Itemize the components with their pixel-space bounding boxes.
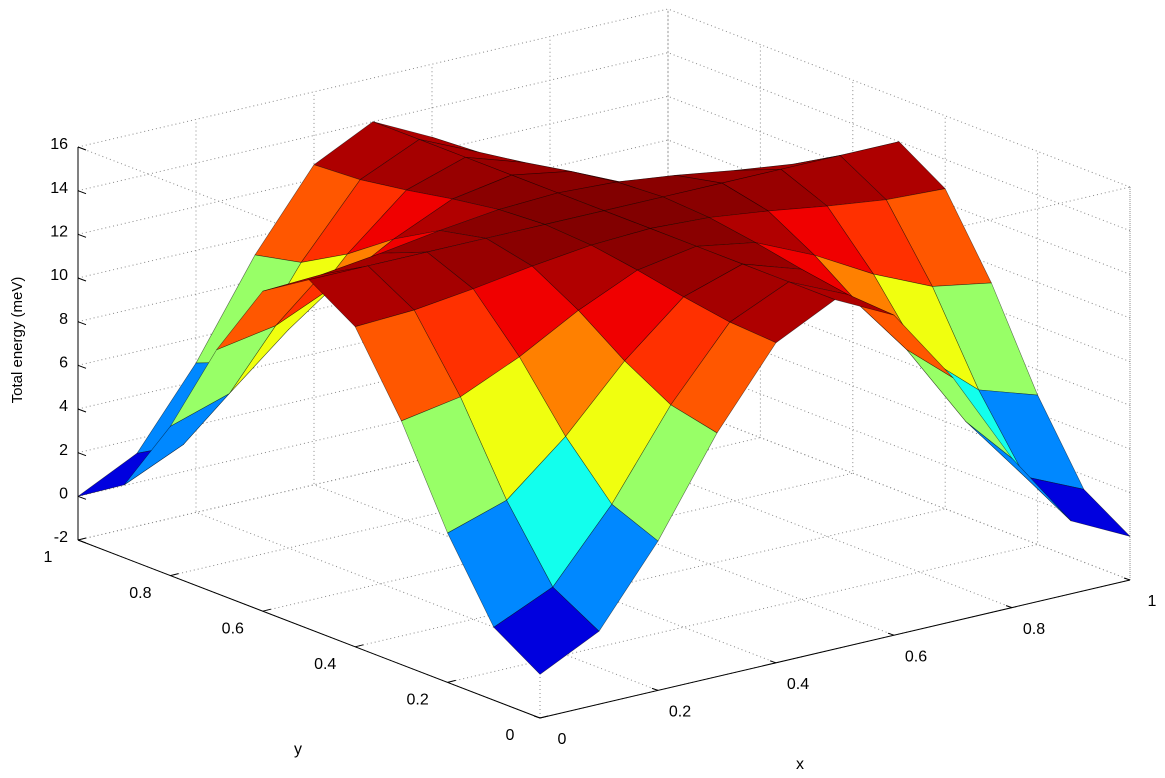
x-tick (651, 687, 659, 691)
y-tick (77, 537, 87, 541)
z-axis-label: Total energy (meV) (9, 277, 26, 404)
z-tick-label: 6 (59, 355, 68, 372)
x-tick (1123, 577, 1131, 581)
x-tick-label: 0.8 (1023, 621, 1045, 638)
x-tick-label: 1 (1148, 593, 1157, 610)
z-tick (77, 146, 87, 151)
x-tick (887, 632, 895, 636)
x-tick-label: 0.6 (905, 648, 927, 665)
z-tick (77, 321, 87, 326)
z-tick (77, 233, 87, 238)
z-tick (77, 364, 87, 369)
y-tick (355, 644, 364, 648)
z-tick-label: 14 (50, 180, 68, 197)
x-tick-label: 0.2 (669, 704, 691, 721)
y-tick (539, 715, 549, 719)
y-tick-label: 0 (506, 727, 515, 744)
z-tick-label: 10 (50, 267, 68, 284)
x-tick (533, 715, 541, 719)
z-tick (77, 452, 87, 457)
y-tick-label: 1 (44, 549, 53, 566)
z-tick (77, 539, 87, 544)
z-tick-label: 8 (59, 311, 68, 328)
x-tick-label: 0 (558, 731, 567, 748)
z-tick-label: 4 (59, 398, 68, 415)
y-tick-label: 0.2 (406, 692, 428, 709)
y-tick-label: 0.6 (222, 620, 244, 637)
z-tick-label: 2 (59, 442, 68, 459)
z-tick (77, 495, 87, 500)
x-axis (539, 579, 1131, 719)
x-tick-label: 0.4 (787, 676, 809, 693)
x-tick (769, 660, 777, 664)
y-axis-label: y (294, 741, 302, 758)
x-axis-label: x (796, 756, 804, 773)
z-tick-label: 16 (50, 136, 68, 153)
y-tick (170, 573, 179, 577)
z-tick-label: 0 (59, 486, 68, 503)
y-axis (77, 539, 541, 719)
box-edge (77, 146, 541, 326)
z-tick (77, 277, 87, 282)
z-tick (77, 190, 87, 195)
grid-line (77, 8, 1131, 188)
z-tick-label: 12 (50, 224, 68, 241)
surface-patch (493, 586, 600, 675)
y-tick-label: 0.4 (314, 656, 336, 673)
y-tick-label: 0.8 (129, 585, 151, 602)
x-tick (1005, 605, 1013, 609)
y-tick (262, 608, 271, 612)
y-tick (447, 679, 456, 683)
z-tick-label: -2 (54, 529, 68, 546)
z-tick (77, 408, 87, 413)
